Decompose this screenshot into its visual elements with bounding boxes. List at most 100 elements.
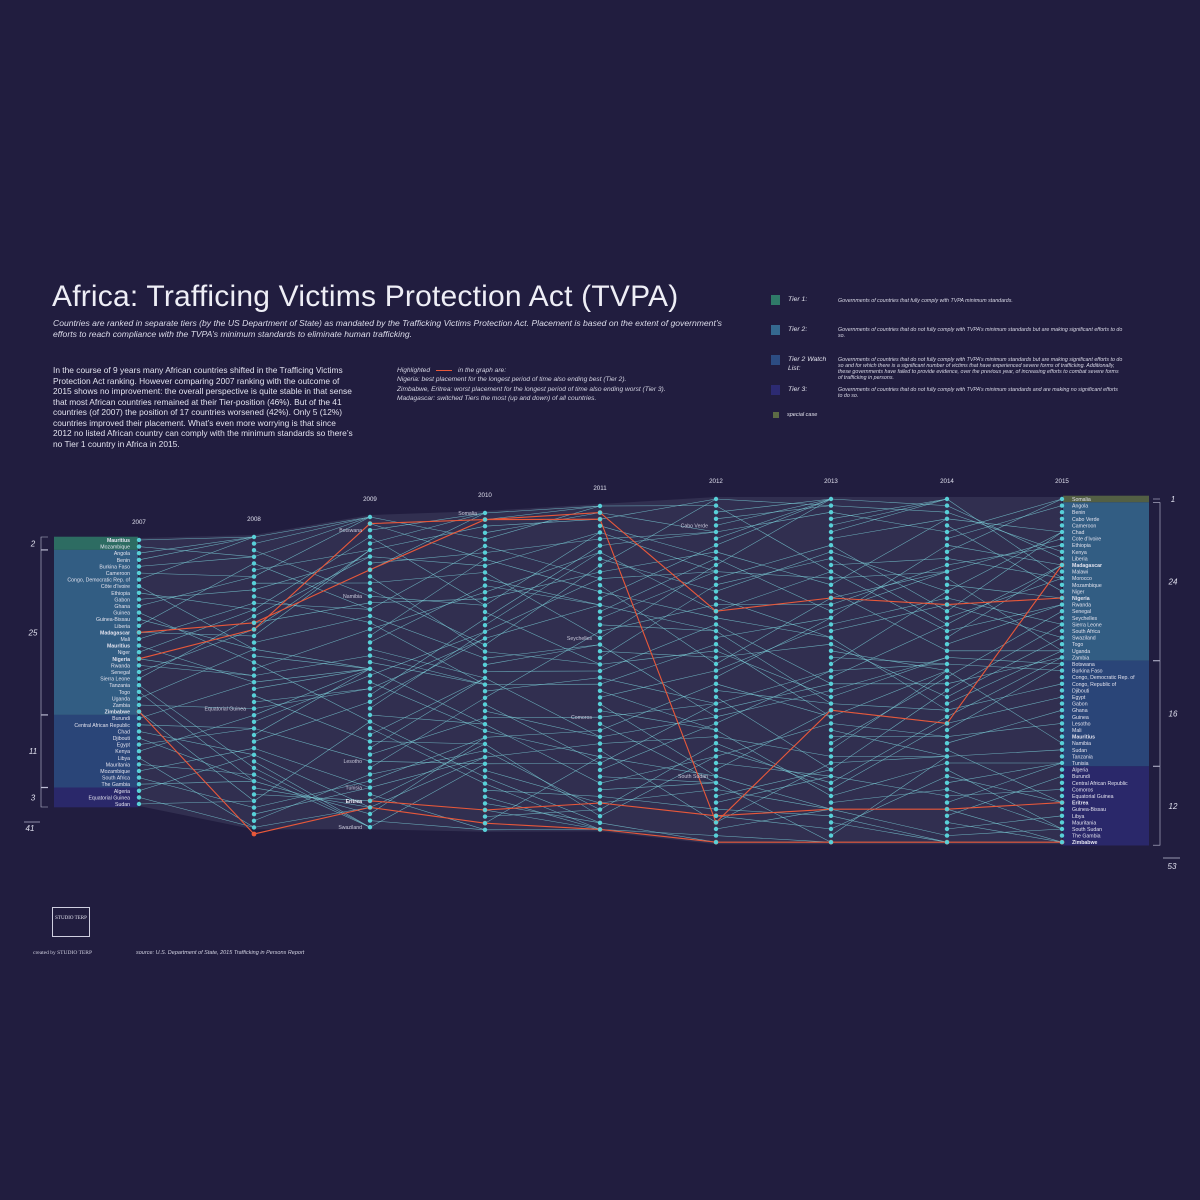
highlight-line-nigeria: Nigeria: best placement for the longest … [397, 376, 627, 384]
country-label-2015: Congo, Democratic Rep. of [1072, 675, 1135, 681]
rank-dot [367, 745, 373, 751]
rank-dot [251, 561, 257, 566]
country-line [138, 576, 255, 607]
country-line [369, 717, 486, 755]
rank-dot [828, 694, 834, 700]
rank-dot [482, 563, 488, 568]
rank-dot [828, 734, 834, 739]
rank-dot [367, 726, 373, 731]
legend-label-watch: Tier 2 Watch List: [788, 356, 827, 372]
country-label-2015: Kenya [1072, 550, 1087, 556]
rank-dot [828, 562, 834, 568]
rank-dot [482, 788, 488, 793]
country-line [484, 532, 601, 606]
rank-dot [713, 529, 719, 535]
country-line [484, 565, 601, 646]
country-label-2015: Zimbabwe [1072, 840, 1097, 846]
rank-dot [597, 503, 603, 509]
country-line [138, 764, 255, 775]
country-label-2007: Libya [118, 756, 131, 762]
rank-dot [1059, 615, 1065, 620]
country-lines [138, 498, 1063, 843]
rank-dot [713, 556, 719, 561]
inline-label: Somalia [458, 511, 477, 517]
country-line [830, 756, 948, 764]
rank-dot [944, 562, 950, 568]
country-line [599, 644, 717, 718]
rank-dot [1059, 536, 1065, 541]
rank-dot [1059, 708, 1065, 713]
rank-dot [251, 785, 257, 790]
rank-dot [828, 648, 834, 653]
rank-dot [251, 587, 257, 592]
rank-dot [1059, 701, 1065, 706]
country-line [484, 611, 601, 665]
rank-dot [251, 732, 257, 738]
country-line [369, 721, 486, 778]
rank-dot [713, 714, 719, 719]
country-line [253, 516, 371, 577]
country-line [715, 835, 832, 843]
rank-dot [136, 801, 142, 807]
country-line [946, 577, 1063, 652]
rank-dot [251, 554, 257, 559]
country-line [830, 518, 948, 539]
country-line [484, 545, 601, 619]
rank-dot [1059, 661, 1065, 667]
rank-dot [1059, 681, 1065, 686]
country-label-2007: Mauritius [107, 538, 130, 544]
rank-dot [1059, 747, 1065, 752]
rank-dot [713, 523, 719, 528]
country-line [830, 670, 948, 718]
rank-dot [597, 668, 603, 674]
country-label-2015: Tanzania [1072, 754, 1093, 760]
country-label-2007: Ethiopia [111, 591, 130, 597]
highlight-line-swatch [436, 369, 452, 371]
country-label-2015: Comoros [1072, 787, 1093, 793]
rank-dot [1059, 754, 1065, 759]
rank-dot [713, 681, 719, 686]
country-line [369, 677, 486, 736]
rank-dot [1059, 826, 1065, 832]
rank-dot [713, 582, 719, 587]
rank-dot [597, 629, 603, 634]
rank-dot [713, 721, 719, 726]
rank-dot [1059, 496, 1065, 502]
rank-dot [367, 805, 373, 810]
country-label-2015: Chad [1072, 530, 1085, 536]
country-label-2007: Congo, Democratic Rep. of [67, 578, 130, 584]
total-count-2015: 53 [1168, 862, 1177, 871]
country-line [484, 644, 601, 659]
rank-dot [1059, 602, 1065, 607]
rank-dot [944, 813, 950, 818]
rank-dot [944, 615, 950, 620]
rank-dot [136, 610, 142, 615]
country-line [253, 728, 371, 762]
country-line [369, 714, 486, 725]
rank-dot [136, 775, 142, 780]
country-line [369, 763, 486, 828]
country-label-2015: Mali [1072, 728, 1082, 734]
country-line [830, 604, 948, 632]
year-label-2011: 2011 [593, 485, 607, 492]
country-line [715, 690, 832, 718]
rank-dot [597, 794, 603, 799]
rank-dot [136, 544, 142, 549]
country-line [253, 807, 371, 828]
rank-dot [597, 748, 603, 753]
country-label-2015: Seychelles [1072, 616, 1097, 622]
country-line [138, 629, 255, 673]
country-line [946, 815, 1063, 830]
country-line [946, 564, 1063, 625]
rank-dot [944, 701, 950, 706]
rank-dot [1059, 714, 1065, 719]
rank-dot [136, 683, 142, 688]
country-line [946, 498, 1063, 553]
rank-dot [1059, 807, 1065, 812]
rank-dot [136, 557, 142, 562]
rank-dot [482, 669, 488, 674]
rank-dot [482, 801, 488, 806]
country-line [369, 737, 486, 815]
rank-dot [597, 708, 603, 713]
rank-dot [713, 496, 719, 502]
